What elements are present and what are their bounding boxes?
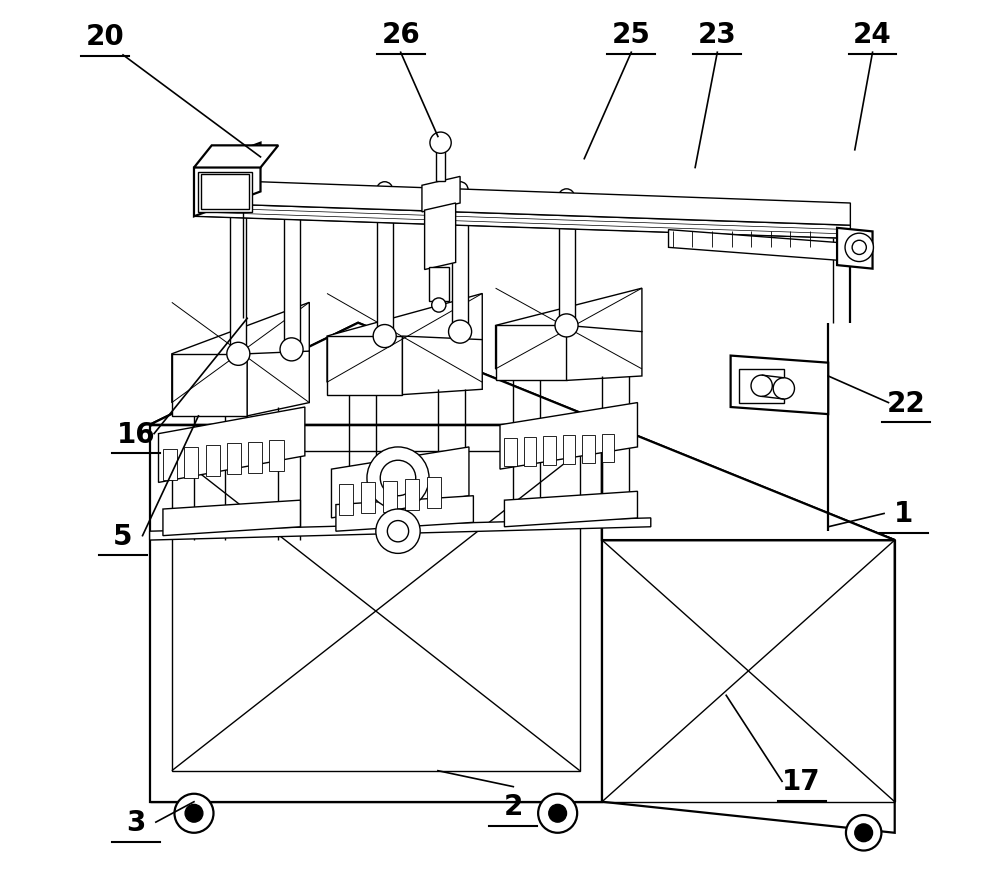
Text: 26: 26 <box>381 21 420 50</box>
Circle shape <box>280 338 303 361</box>
Bar <box>563 436 575 464</box>
Polygon shape <box>331 447 469 518</box>
Polygon shape <box>159 408 305 483</box>
Bar <box>361 483 375 514</box>
Polygon shape <box>837 229 873 269</box>
Polygon shape <box>500 403 637 470</box>
Text: 1: 1 <box>894 500 913 528</box>
Text: 24: 24 <box>853 21 892 50</box>
Circle shape <box>284 191 300 207</box>
Circle shape <box>377 183 393 198</box>
Bar <box>559 198 575 326</box>
Polygon shape <box>150 323 895 540</box>
Circle shape <box>430 133 451 154</box>
Polygon shape <box>504 492 637 527</box>
Text: 16: 16 <box>117 420 156 448</box>
Bar <box>504 439 517 467</box>
Polygon shape <box>731 356 828 415</box>
Circle shape <box>452 183 468 198</box>
Text: 2: 2 <box>504 792 523 820</box>
Bar <box>436 146 445 182</box>
Bar <box>284 199 300 350</box>
Polygon shape <box>163 501 300 536</box>
Bar <box>269 440 284 471</box>
Circle shape <box>376 509 420 554</box>
Polygon shape <box>336 496 473 532</box>
Circle shape <box>449 321 472 344</box>
Polygon shape <box>425 204 456 270</box>
Polygon shape <box>602 425 895 833</box>
Text: 5: 5 <box>113 522 133 550</box>
Circle shape <box>174 794 213 833</box>
Bar <box>543 437 556 465</box>
Bar <box>163 449 177 480</box>
Bar <box>602 434 614 462</box>
Polygon shape <box>567 326 642 381</box>
Circle shape <box>845 234 873 262</box>
Bar <box>405 479 419 510</box>
Bar <box>377 190 393 337</box>
Polygon shape <box>247 352 309 416</box>
Circle shape <box>230 183 246 198</box>
Bar <box>582 435 595 463</box>
Bar <box>427 478 441 509</box>
Circle shape <box>846 815 881 851</box>
Text: 20: 20 <box>86 23 125 51</box>
Circle shape <box>367 447 429 509</box>
Circle shape <box>387 521 409 542</box>
Polygon shape <box>150 323 895 540</box>
Polygon shape <box>669 230 855 262</box>
Circle shape <box>185 804 203 822</box>
Circle shape <box>773 378 794 400</box>
Circle shape <box>852 241 866 255</box>
Text: 23: 23 <box>698 21 737 50</box>
Text: 17: 17 <box>782 767 821 796</box>
Circle shape <box>751 376 772 397</box>
Circle shape <box>227 343 250 366</box>
Polygon shape <box>172 303 309 403</box>
Bar <box>227 444 241 475</box>
Polygon shape <box>327 337 402 395</box>
Bar <box>248 442 262 473</box>
Circle shape <box>555 315 578 338</box>
Polygon shape <box>496 326 567 381</box>
Bar <box>201 175 249 210</box>
Bar <box>524 438 536 466</box>
Circle shape <box>549 804 567 822</box>
Bar <box>739 369 784 403</box>
Text: 25: 25 <box>612 21 651 50</box>
Bar <box>172 452 580 771</box>
Polygon shape <box>194 146 278 168</box>
Bar <box>429 268 449 301</box>
Polygon shape <box>194 204 850 239</box>
Circle shape <box>559 190 575 206</box>
Bar <box>230 190 246 354</box>
Polygon shape <box>327 294 482 383</box>
Polygon shape <box>194 144 261 217</box>
Polygon shape <box>422 177 460 213</box>
Bar <box>184 447 198 478</box>
Circle shape <box>432 299 446 313</box>
Polygon shape <box>194 182 850 226</box>
Polygon shape <box>150 425 602 802</box>
Bar <box>452 190 468 332</box>
Polygon shape <box>496 289 642 369</box>
Circle shape <box>538 794 577 833</box>
Circle shape <box>380 461 416 496</box>
Bar <box>383 481 397 512</box>
Bar <box>206 446 220 477</box>
Circle shape <box>373 325 396 348</box>
Polygon shape <box>150 518 651 540</box>
Polygon shape <box>172 354 247 416</box>
Bar <box>339 485 353 516</box>
Text: 22: 22 <box>887 389 926 417</box>
Polygon shape <box>402 337 482 395</box>
Circle shape <box>855 824 873 842</box>
Text: 3: 3 <box>127 808 146 836</box>
Bar <box>198 173 252 213</box>
